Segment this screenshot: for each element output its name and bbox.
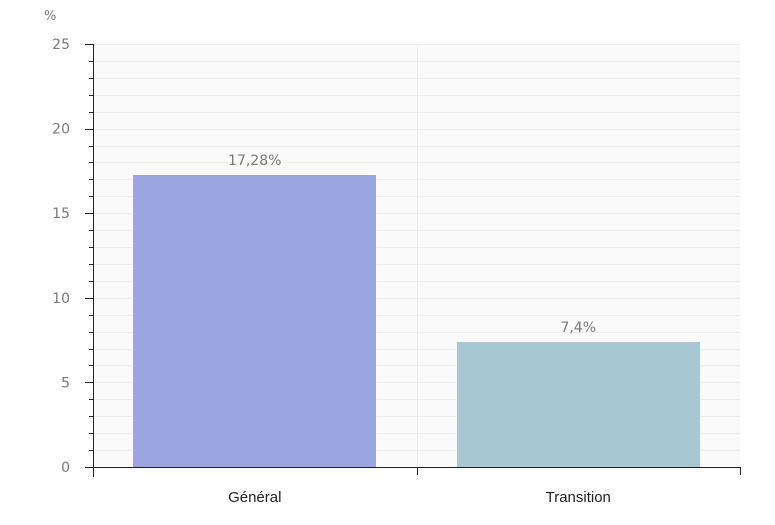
bars bbox=[133, 175, 700, 467]
y-tick-label: 25 bbox=[52, 37, 70, 53]
axes bbox=[93, 44, 740, 477]
bar-value-label: 7,4% bbox=[560, 320, 596, 336]
bar-g-n-ral bbox=[133, 175, 376, 467]
y-tick-label: 15 bbox=[52, 206, 70, 222]
x-tick-label: Général bbox=[228, 489, 281, 506]
bar-value-label: 17,28% bbox=[228, 153, 281, 169]
bar-transition bbox=[457, 342, 700, 467]
x-axis-ticks: Général Transition bbox=[93, 467, 741, 506]
y-tick-label: 20 bbox=[52, 122, 70, 138]
y-axis-unit-label: % bbox=[44, 9, 56, 24]
x-tick-label: Transition bbox=[546, 489, 611, 506]
y-tick-label: 5 bbox=[61, 375, 70, 391]
value-labels: 17,28% 7,4% bbox=[228, 153, 596, 336]
y-axis-ticks: 0 5 10 15 20 25 bbox=[52, 37, 93, 476]
y-tick-label: 0 bbox=[61, 460, 70, 476]
y-tick-label: 10 bbox=[52, 291, 70, 307]
